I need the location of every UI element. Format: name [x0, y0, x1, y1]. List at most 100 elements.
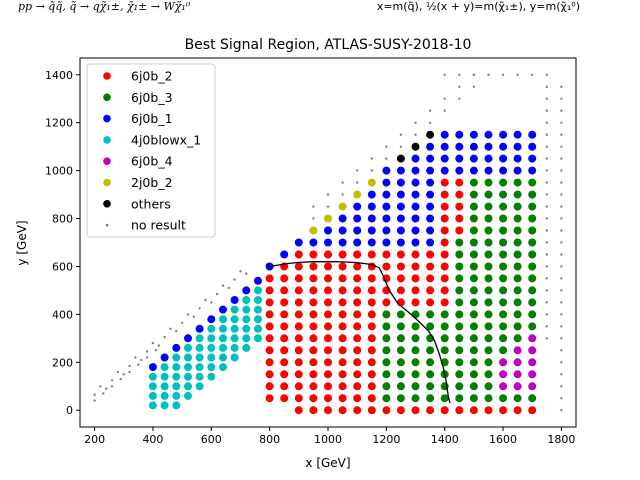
data-point [294, 358, 303, 367]
data-point [230, 343, 239, 352]
data-point [356, 169, 359, 172]
data-point [426, 274, 435, 283]
data-point [455, 406, 464, 415]
data-point [560, 169, 563, 172]
data-point [528, 250, 537, 259]
data-point [528, 190, 537, 199]
data-point [426, 154, 435, 163]
data-point [254, 296, 262, 304]
data-point [175, 330, 178, 333]
data-point [204, 298, 207, 302]
data-point [469, 226, 478, 235]
legend-marker [103, 200, 111, 208]
data-point [367, 298, 376, 307]
data-point [560, 325, 563, 328]
data-point [160, 382, 169, 391]
x-tick-label: 800 [259, 433, 280, 446]
data-point [545, 313, 548, 316]
process-annotation: pp → q̃q̃, q̃ → qχ̃₁±, χ̃₁± → Wχ̃₁⁰ [18, 0, 191, 13]
plot-area [93, 73, 563, 415]
data-point [356, 181, 359, 184]
data-point [528, 358, 537, 367]
legend-marker [103, 157, 111, 165]
data-point [528, 166, 537, 175]
data-point [455, 382, 464, 391]
data-point [157, 344, 160, 347]
data-point [484, 346, 493, 355]
data-point [560, 181, 563, 184]
data-point [396, 154, 405, 163]
data-point [545, 253, 548, 256]
data-point [440, 190, 449, 199]
data-point [455, 166, 464, 175]
data-point [309, 394, 318, 403]
data-point [513, 226, 522, 235]
data-point [528, 130, 537, 139]
exclusion-contour-line [266, 261, 451, 404]
legend-label: no result [131, 218, 186, 233]
data-point [545, 217, 548, 220]
y-tick-label: 400 [52, 308, 73, 321]
data-point [411, 358, 420, 367]
data-point [458, 97, 461, 100]
data-point [513, 310, 522, 319]
data-point [426, 406, 435, 415]
data-point [440, 226, 449, 235]
data-point [396, 358, 405, 367]
data-point [309, 346, 318, 355]
data-point [484, 214, 493, 223]
data-point [137, 363, 140, 366]
data-point [184, 382, 192, 391]
data-point [411, 322, 420, 331]
data-point [455, 358, 464, 367]
data-point [560, 409, 563, 412]
data-point [513, 298, 522, 307]
data-point [382, 202, 391, 211]
data-point [230, 324, 239, 333]
data-point [560, 337, 563, 340]
data-point [294, 274, 303, 283]
data-point [353, 286, 362, 295]
data-point [484, 322, 493, 331]
data-point [499, 286, 508, 295]
axes-definition-annotation: x=m(q̃), ½(x + y)=m(χ̃₁±), y=m(χ̃₁⁰) [376, 0, 580, 13]
data-point [184, 391, 192, 400]
x-tick-label: 200 [84, 433, 105, 446]
data-point [487, 73, 490, 77]
data-point [148, 401, 157, 410]
data-point [382, 370, 391, 379]
data-point [207, 363, 216, 372]
data-point [545, 229, 548, 232]
data-point [469, 250, 478, 259]
data-point [560, 133, 563, 136]
data-point [280, 382, 289, 391]
data-point [294, 406, 303, 415]
data-point [382, 406, 391, 415]
data-point [528, 262, 537, 271]
data-point [338, 346, 347, 355]
data-point [367, 274, 376, 283]
data-point [440, 322, 449, 331]
data-point [516, 73, 519, 77]
data-point [265, 394, 274, 403]
data-point [455, 346, 464, 355]
data-point [499, 370, 508, 379]
data-point [469, 298, 478, 307]
data-point [145, 350, 149, 353]
data-point [353, 262, 362, 271]
data-point [440, 154, 449, 163]
data-point [382, 226, 391, 235]
data-point [294, 250, 303, 259]
data-point [560, 229, 563, 232]
data-point [440, 406, 449, 415]
data-point [254, 305, 262, 314]
data-point [560, 121, 563, 124]
data-point [513, 274, 522, 283]
data-point [367, 286, 376, 295]
data-point [160, 363, 169, 372]
data-point [341, 193, 344, 196]
data-point [309, 298, 318, 307]
data-point [513, 142, 522, 151]
data-point [443, 97, 446, 100]
